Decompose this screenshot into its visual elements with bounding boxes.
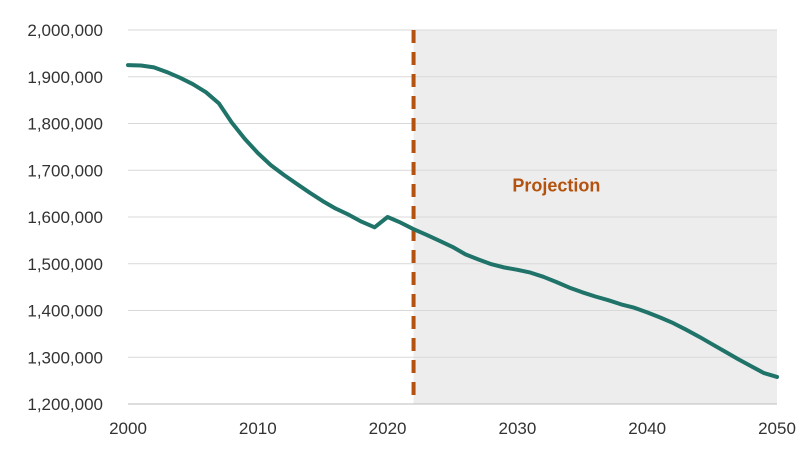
y-axis: 1,200,000 1,300,000 1,400,000 1,500,000 1,60…	[27, 21, 103, 414]
projection-label: Projection	[512, 175, 600, 195]
y-tick-label: 1,800,000	[27, 115, 103, 134]
y-tick-label: 1,600,000	[27, 208, 103, 227]
y-tick-label: 1,700,000	[27, 161, 103, 180]
x-axis: 2000 2010 2020 2030 2040 2050	[109, 419, 796, 438]
y-tick-label: 1,300,000	[27, 348, 103, 367]
x-tick-label: 2030	[498, 419, 536, 438]
x-tick-label: 2000	[109, 419, 147, 438]
x-tick-label: 2020	[369, 419, 407, 438]
y-tick-label: 1,500,000	[27, 255, 103, 274]
y-tick-label: 1,200,000	[27, 395, 103, 414]
y-tick-label: 1,400,000	[27, 302, 103, 321]
x-tick-label: 2050	[758, 419, 796, 438]
x-tick-label: 2040	[628, 419, 666, 438]
y-tick-label: 2,000,000	[27, 21, 103, 40]
gridlines	[128, 29, 777, 405]
population-line	[126, 63, 779, 379]
y-tick-label: 1,900,000	[27, 68, 103, 87]
x-tick-label: 2010	[239, 419, 277, 438]
